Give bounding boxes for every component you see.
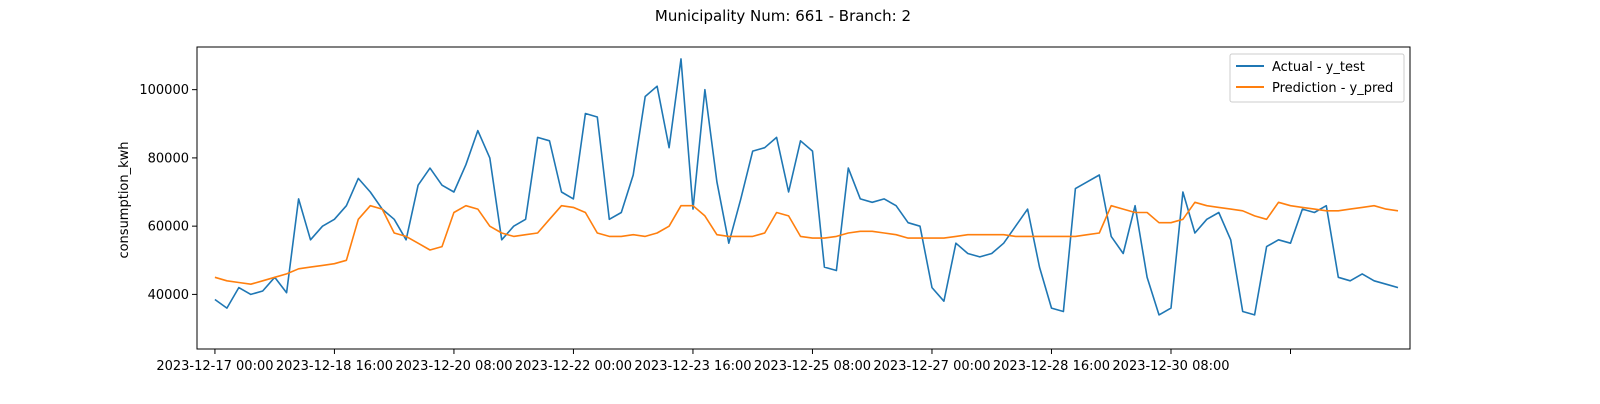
x-tick-label: 2023-12-28 16:00 — [993, 359, 1110, 374]
x-tick-label: 2023-12-25 08:00 — [754, 359, 871, 374]
y-tick-label: 100000 — [139, 83, 189, 98]
y-tick-label: 80000 — [148, 151, 189, 166]
y-tick-label: 60000 — [148, 220, 189, 235]
chart-title: Municipality Num: 661 - Branch: 2 — [655, 7, 911, 25]
y-axis-label: consumption_kwh — [117, 141, 132, 258]
x-tick-label: 2023-12-27 00:00 — [873, 359, 990, 374]
x-tick-label: 2023-12-30 08:00 — [1112, 359, 1229, 374]
legend-label-prediction: Prediction - y_pred — [1272, 81, 1393, 96]
legend-box — [1229, 53, 1405, 103]
plot-frame — [196, 46, 1411, 350]
x-tick-label: 2023-12-22 00:00 — [515, 359, 632, 374]
legend-label-actual: Actual - y_test — [1272, 60, 1365, 75]
x-tick-label: 2023-12-17 00:00 — [156, 359, 273, 374]
x-tick-label: 2023-12-23 16:00 — [634, 359, 751, 374]
legend: Actual - y_test Prediction - y_pred — [1229, 53, 1405, 103]
y-tick-label: 40000 — [148, 288, 189, 303]
series-line-prediction — [214, 201, 1399, 286]
series-layer — [214, 58, 1399, 316]
x-tick-label: 2023-12-18 16:00 — [276, 359, 393, 374]
series-line-actual — [214, 58, 1399, 316]
x-tick-label: 2023-12-20 08:00 — [395, 359, 512, 374]
